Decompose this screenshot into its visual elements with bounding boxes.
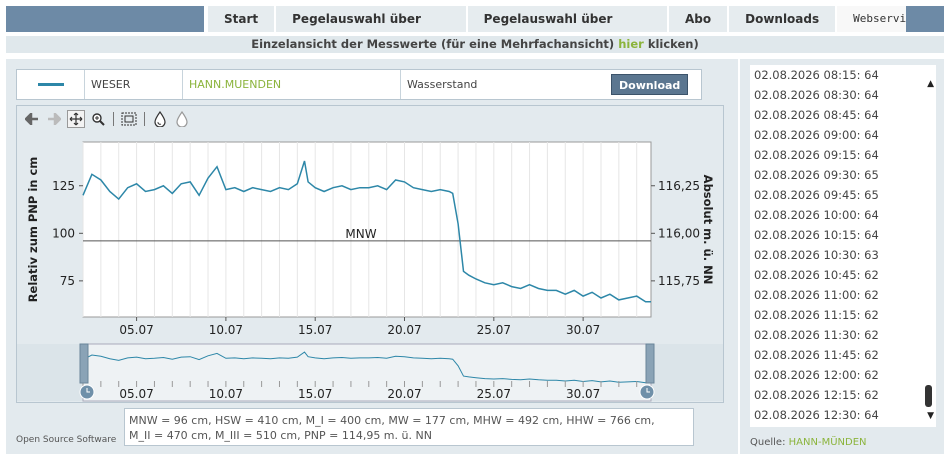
water-level-chart[interactable]: MNW 75 100 125 115,75 116,00 116,25 05.07 10.07 1… <box>17 106 725 404</box>
x-tick-label: 30.07 <box>566 323 600 337</box>
plot-area <box>82 141 652 318</box>
list-item: 02.08.2026 12:00: 62 <box>754 368 879 382</box>
list-item: 02.08.2026 09:45: 65 <box>754 188 879 202</box>
list-item: 02.08.2026 12:30: 64 <box>754 408 879 422</box>
series-info-bar: WESER HANN.MUENDEN Wasserstand Download <box>16 69 702 100</box>
x-tick-label: 10.07 <box>209 323 243 337</box>
drop-light-icon[interactable] <box>173 110 191 128</box>
source-label: Quelle: <box>750 437 786 448</box>
list-item: 02.08.2026 08:30: 64 <box>754 88 879 102</box>
navigator-x-label: 25.07 <box>477 387 511 401</box>
y-tick-label: 75 <box>60 274 75 288</box>
y2-tick-label: 115,75 <box>658 274 700 288</box>
pan-icon[interactable] <box>67 110 85 128</box>
source-line: Quelle: HANN-MÜNDEN <box>750 437 867 448</box>
list-item: 02.08.2026 11:45: 62 <box>754 348 879 362</box>
scroll-up-icon[interactable]: ▲ <box>927 79 934 89</box>
river-name: WESER <box>85 70 183 99</box>
station-name: HANN.MUENDEN <box>183 70 401 99</box>
y-tick-label: 125 <box>52 179 75 193</box>
x-tick-label: 15.07 <box>298 323 332 337</box>
navigator-x-label: 20.07 <box>387 387 421 401</box>
parameter-name: Wasserstand <box>407 78 478 91</box>
tab-start[interactable]: Start <box>208 6 275 32</box>
tab-abo[interactable]: Abo <box>668 6 728 32</box>
y-tick-label: 100 <box>52 226 75 240</box>
measurement-list[interactable]: 02.08.2026 08:15: 64 02.08.2026 08:30: 64… <box>750 65 936 427</box>
metadata-line-1: MNW = 96 cm, HSW = 410 cm, M_I = 400 cm,… <box>129 414 655 427</box>
multi-view-link[interactable]: hier <box>618 37 644 51</box>
list-item: 02.08.2026 09:15: 64 <box>754 148 879 162</box>
y2-axis-label: Absolut m. ü. NN <box>701 175 715 285</box>
list-item: 02.08.2026 12:15: 62 <box>754 388 879 402</box>
navigator-x-label: 15.07 <box>298 387 332 401</box>
banner-text-after: klicken) <box>647 37 699 51</box>
values-panel: 02.08.2026 08:15: 64 02.08.2026 08:30: 64… <box>740 59 944 454</box>
chart-toolbar <box>23 110 195 128</box>
list-item: 02.08.2026 11:15: 62 <box>754 308 879 322</box>
list-item: 02.08.2026 10:00: 64 <box>754 208 879 222</box>
main-nav: Start Pegelauswahl über Karte Pegelauswa… <box>208 6 944 52</box>
navigator-series-line <box>82 351 651 384</box>
list-item: 02.08.2026 10:30: 63 <box>754 248 879 262</box>
tab-pegelauswahl-karte[interactable]: Pegelauswahl über Karte <box>276 6 466 52</box>
open-source-label: Open Source Software <box>16 435 117 445</box>
drop-dark-icon[interactable] <box>151 110 169 128</box>
zoom-icon[interactable] <box>89 110 107 128</box>
list-item: 02.08.2026 10:15: 64 <box>754 228 879 242</box>
right-brand-block <box>906 6 944 32</box>
measurement-panel: WESER HANN.MUENDEN Wasserstand Download <box>6 59 738 454</box>
navigator-x-label: 10.07 <box>209 387 243 401</box>
download-button[interactable]: Download <box>611 74 689 95</box>
tab-downloads[interactable]: Downloads <box>729 6 836 32</box>
navigator-window[interactable] <box>82 343 652 402</box>
list-item: 02.08.2026 08:15: 64 <box>754 68 879 82</box>
navigator-x-label: 05.07 <box>119 387 153 401</box>
toolbar-separator-2 <box>144 112 145 126</box>
x-tick-label: 05.07 <box>119 323 153 337</box>
scrollbar-thumb[interactable] <box>925 385 932 407</box>
list-item: 02.08.2026 10:45: 62 <box>754 268 879 282</box>
scroll-down-icon[interactable]: ▼ <box>927 411 934 421</box>
arrow-right-icon[interactable] <box>45 110 63 128</box>
mnw-label: MNW <box>345 227 376 241</box>
list-item: 02.08.2026 11:00: 62 <box>754 288 879 302</box>
tab-pegelauswahl-tabelle[interactable]: Pegelauswahl über Tabelle <box>467 6 667 52</box>
navigator-handle-right[interactable] <box>645 343 655 384</box>
list-item: 02.08.2026 09:00: 64 <box>754 128 879 142</box>
x-tick-label: 20.07 <box>387 323 421 337</box>
zoom-extent-icon[interactable] <box>120 110 138 128</box>
clock-hand <box>646 388 650 393</box>
view-mode-banner: Einzelansicht der Messwerte (für eine Me… <box>6 36 944 53</box>
clock-hand <box>86 388 90 393</box>
toolbar-separator <box>113 112 114 126</box>
gauge-metadata: MNW = 96 cm, HSW = 410 cm, M_I = 400 cm,… <box>124 408 694 446</box>
list-item: 02.08.2026 11:30: 62 <box>754 328 879 342</box>
top-navigation-bar: Start Pegelauswahl über Karte Pegelauswa… <box>0 0 944 52</box>
brand-block <box>6 6 204 32</box>
list-item: 02.08.2026 08:45: 64 <box>754 108 879 122</box>
y2-tick-label: 116,00 <box>658 226 700 240</box>
list-item: 02.08.2026 09:30: 65 <box>754 168 879 182</box>
navigator-handle-left[interactable] <box>79 343 89 384</box>
banner-text-before: Einzelansicht der Messwerte (für eine Me… <box>251 37 615 51</box>
y2-tick-label: 116,25 <box>658 179 700 193</box>
series-legend-swatch <box>17 70 85 99</box>
series-line <box>82 160 651 303</box>
source-station-link[interactable]: HANN-MÜNDEN <box>788 437 867 448</box>
navigator-x-label: 30.07 <box>566 387 600 401</box>
y-axis-label: Relativ zum PNP in cm <box>26 157 40 303</box>
x-tick-label: 25.07 <box>477 323 511 337</box>
arrow-left-icon[interactable] <box>23 110 41 128</box>
chart-container: MNW 75 100 125 115,75 116,00 116,25 05.07 10.07 1… <box>16 105 724 403</box>
metadata-line-2: M_II = 470 cm, M_III = 510 cm, PNP = 114… <box>129 429 432 442</box>
